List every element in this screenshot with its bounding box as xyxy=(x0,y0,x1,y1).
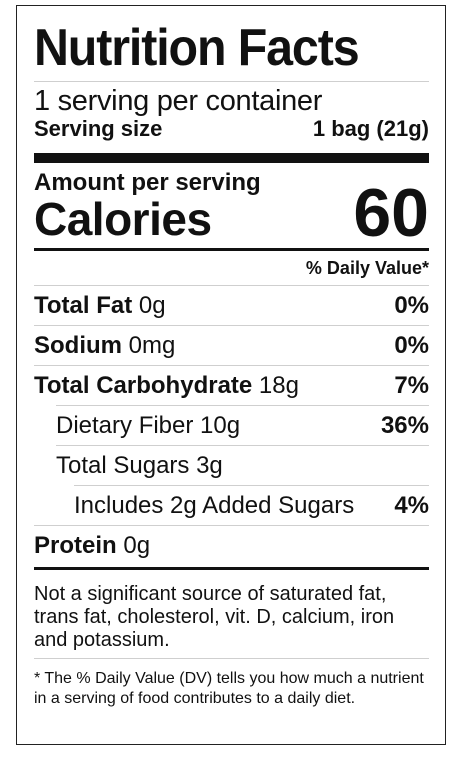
divider xyxy=(34,325,429,326)
nutrition-facts-label: Nutrition Facts 1 serving per container … xyxy=(16,5,446,745)
divider xyxy=(34,525,429,526)
serving-size-value: 1 bag (21g) xyxy=(312,116,429,141)
divider xyxy=(56,445,429,446)
servings-per-container: 1 serving per container xyxy=(34,85,323,117)
divider xyxy=(34,658,429,659)
nutrient-row-total-sugars: Total Sugars 3g xyxy=(34,446,429,485)
nutrient-amount: 18g xyxy=(258,371,299,399)
nutrient-name: Total Carbohydrate xyxy=(34,371,253,399)
daily-value-footnote: * The % Daily Value (DV) tells you how m… xyxy=(34,670,424,707)
nutrient-name: Total Fat xyxy=(34,291,133,319)
nutrient-daily-value: 4% xyxy=(394,491,429,519)
not-significant-source-note: Not a significant source of saturated fa… xyxy=(34,583,395,651)
divider-thick xyxy=(34,153,429,163)
nutrient-row-protein: Protein 0g xyxy=(34,526,429,565)
calories-block: Amount per serving Calories 60 xyxy=(34,163,429,248)
serving-size-row: Serving size 1 bag (21g) xyxy=(34,116,429,153)
nutrient-daily-value: 7% xyxy=(394,371,429,399)
calories-label: Calories xyxy=(34,193,212,245)
nutrient-amount: 0g xyxy=(123,531,151,559)
nutrient-name: Includes 2g Added Sugars xyxy=(74,491,355,519)
divider xyxy=(34,81,429,82)
divider xyxy=(34,365,429,366)
nutrient-name: Protein xyxy=(34,531,117,559)
divider-medium xyxy=(34,248,429,251)
amount-per-serving: Amount per serving xyxy=(34,169,261,196)
nutrient-amount: 0g xyxy=(138,291,166,319)
calories-value: 60 xyxy=(353,175,429,251)
nutrient-name: Total Sugars 3g xyxy=(56,451,223,479)
nutrient-row-sodium: Sodium 0mg 0% xyxy=(34,326,429,365)
nutrient-row-dietary-fiber: Dietary Fiber 10g 36% xyxy=(34,406,429,445)
nutrient-row-total-carbohydrate: Total Carbohydrate 18g 7% xyxy=(34,366,429,405)
label-title: Nutrition Facts xyxy=(34,19,360,77)
divider xyxy=(34,285,429,286)
daily-value-header: % Daily Value* xyxy=(305,258,429,278)
divider xyxy=(56,405,429,406)
nutrient-row-added-sugars: Includes 2g Added Sugars 4% xyxy=(34,486,429,525)
divider xyxy=(74,485,429,486)
nutrient-daily-value: 0% xyxy=(394,331,429,359)
serving-size-label: Serving size xyxy=(34,116,163,141)
divider-medium xyxy=(34,567,429,570)
nutrient-daily-value: 36% xyxy=(380,411,429,439)
nutrient-amount: 0mg xyxy=(128,331,176,359)
nutrient-name: Dietary Fiber 10g xyxy=(56,411,241,439)
nutrient-daily-value: 0% xyxy=(394,291,429,319)
nutrient-name: Sodium xyxy=(34,331,122,359)
nutrient-row-total-fat: Total Fat 0g 0% xyxy=(34,286,429,325)
calories-row: Calories 60 xyxy=(34,179,429,247)
